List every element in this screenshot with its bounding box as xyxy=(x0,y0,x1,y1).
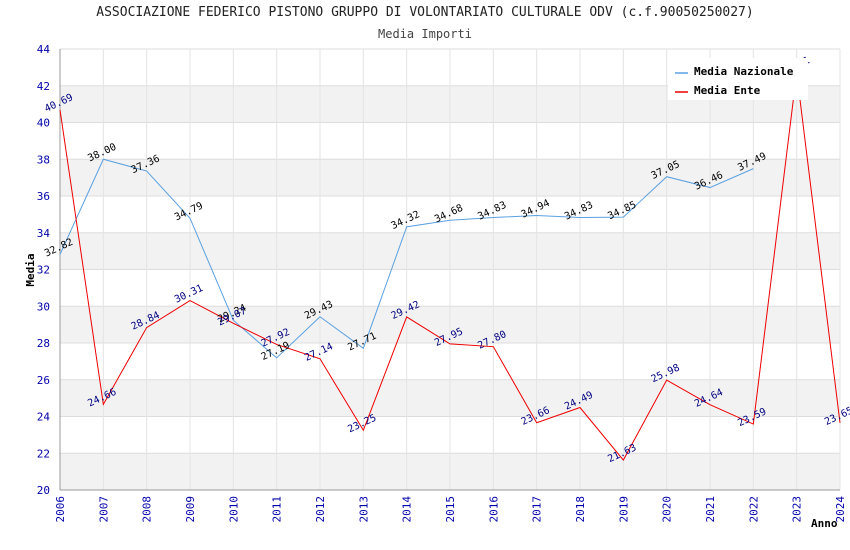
y-tick-label: 36 xyxy=(37,190,50,203)
y-tick-label: 28 xyxy=(37,337,50,350)
x-tick-label: 2015 xyxy=(444,496,457,523)
x-tick-label: 2023 xyxy=(791,496,804,523)
x-tick-label: 2021 xyxy=(704,496,717,523)
data-label-nazionale: 34.83 xyxy=(476,200,508,223)
x-tick-label: 2014 xyxy=(401,496,414,523)
x-tick-label: 2022 xyxy=(747,496,760,523)
series-lines xyxy=(59,72,841,461)
legend-box xyxy=(668,58,808,100)
y-axis-ticks: 20 22 24 26 28 30 32 34 36 38 40 42 44 xyxy=(37,43,51,497)
y-tick-label: 22 xyxy=(37,447,50,460)
x-axis-label: Anno xyxy=(811,517,838,530)
x-tick-label: 2017 xyxy=(531,496,544,523)
data-label-nazionale: 34.94 xyxy=(520,198,552,221)
data-label-nazionale: 34.85 xyxy=(606,200,638,223)
y-tick-label: 30 xyxy=(37,300,50,313)
x-tick-label: 2013 xyxy=(357,496,370,523)
series-line-media-nazionale xyxy=(59,158,754,359)
x-tick-label: 2020 xyxy=(661,496,674,523)
y-tick-label: 20 xyxy=(37,484,50,497)
data-label-nazionale: 34.68 xyxy=(433,203,465,226)
grid-bands xyxy=(59,48,841,491)
series-line-media-ente xyxy=(59,72,841,461)
y-tick-label: 42 xyxy=(37,80,50,93)
data-label-ente: 30.31 xyxy=(173,283,205,306)
data-label-ente: 27.14 xyxy=(303,341,335,364)
y-tick-label: 40 xyxy=(37,117,50,130)
legend-label-ente: Media Ente xyxy=(694,84,761,97)
legend: Media Nazionale Media Ente xyxy=(668,58,808,100)
legend-label-nazionale: Media Nazionale xyxy=(694,65,794,78)
x-tick-label: 2011 xyxy=(271,496,284,523)
x-tick-label: 2009 xyxy=(184,496,197,523)
x-tick-label: 2024 xyxy=(834,496,847,523)
y-tick-label: 24 xyxy=(37,411,51,424)
data-label-nazionale: 34.83 xyxy=(563,200,595,223)
x-tick-label: 2007 xyxy=(97,496,110,523)
x-tick-label: 2008 xyxy=(141,496,154,523)
x-axis-ticks: 2006 2007 2008 2009 2010 2011 2012 2013 2014 2015… xyxy=(54,496,847,523)
x-tick-label: 2010 xyxy=(227,496,240,523)
x-tick-label: 2018 xyxy=(574,496,587,523)
x-tick-label: 2012 xyxy=(314,496,327,523)
y-axis-label: Media xyxy=(24,253,37,286)
data-label-nazionale: 34.79 xyxy=(173,201,205,224)
x-tick-label: 2019 xyxy=(617,496,630,523)
y-tick-label: 38 xyxy=(37,153,50,166)
y-tick-label: 34 xyxy=(37,227,51,240)
y-tick-label: 44 xyxy=(37,43,51,56)
y-tick-label: 32 xyxy=(37,264,50,277)
x-tick-label: 2016 xyxy=(487,496,500,522)
y-tick-label: 26 xyxy=(37,374,50,387)
chart-subtitle: Media Importi xyxy=(378,27,472,41)
x-tick-label: 2006 xyxy=(54,496,67,523)
chart-title: ASSOCIAZIONE FEDERICO PISTONO GRUPPO DI … xyxy=(96,5,754,20)
